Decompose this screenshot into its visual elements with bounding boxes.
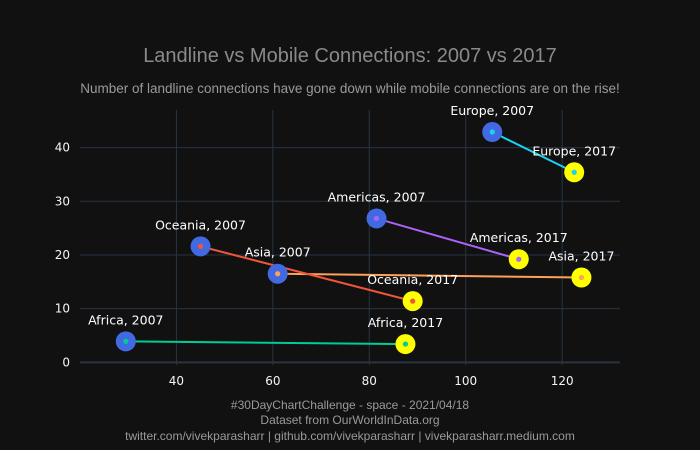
marker-2017-center — [402, 341, 409, 347]
marker-2017-center — [516, 256, 522, 262]
x-tick-label: 40 — [169, 374, 184, 388]
point-label-2007: Oceania, 2007 — [155, 217, 246, 232]
point-label-2007: Europe, 2007 — [450, 103, 534, 118]
chart-title: Landline vs Mobile Connections: 2007 vs … — [143, 45, 557, 67]
point-label-2017: Asia, 2017 — [548, 248, 614, 263]
y-tick-label: 30 — [55, 194, 70, 208]
connector-lines — [125, 131, 582, 346]
marker-2007-center — [373, 215, 380, 222]
x-tick-label: 120 — [551, 374, 574, 388]
x-tick-label: 100 — [454, 374, 477, 388]
marker-2017-center — [410, 298, 416, 304]
connector-line — [125, 340, 406, 346]
point-label-2007: Africa, 2007 — [88, 312, 163, 327]
point-label-2017: Africa, 2017 — [368, 315, 443, 330]
connector-line — [491, 131, 575, 174]
point-label-2017: Oceania, 2017 — [367, 272, 458, 287]
marker-2017-center — [571, 169, 577, 175]
x-tick-label: 80 — [362, 374, 377, 388]
x-tick-label: 60 — [265, 374, 280, 388]
chart-subtitle: Number of landline connections have gone… — [80, 81, 620, 96]
connector-line — [376, 217, 520, 261]
marker-2007-center — [275, 271, 281, 277]
marker-2017-center — [578, 274, 585, 281]
y-tick-label: 20 — [55, 248, 70, 262]
marker-2007-center — [123, 338, 129, 344]
point-label-2007: Asia, 2007 — [245, 245, 311, 260]
data-markers — [115, 122, 592, 355]
marker-2007-center — [197, 243, 204, 249]
point-labels: Africa, 2007 Africa, 2017 Americas, 2007 Am… — [88, 103, 616, 330]
y-tick-label: 10 — [55, 302, 70, 316]
connector-line — [200, 245, 413, 303]
point-label-2017: Europe, 2017 — [532, 143, 616, 158]
y-tick-label: 0 — [62, 355, 70, 369]
point-label-2017: Americas, 2017 — [470, 230, 568, 245]
point-label-2007: Americas, 2007 — [328, 189, 426, 204]
caption-line-2: Dataset from OurWorldInData.org — [260, 413, 439, 427]
grid-lines — [80, 110, 620, 365]
marker-2007-center — [489, 129, 495, 135]
caption-line-3: twitter.com/vivekparasharr | github.com/… — [125, 429, 575, 443]
connector-line — [277, 272, 582, 279]
tick-labels: 40 60 80 100 120 0 10 20 30 40 — [55, 141, 574, 388]
y-tick-label: 40 — [55, 141, 70, 155]
caption-line-1: #30DayChartChallenge - space - 2021/04/1… — [231, 398, 469, 412]
